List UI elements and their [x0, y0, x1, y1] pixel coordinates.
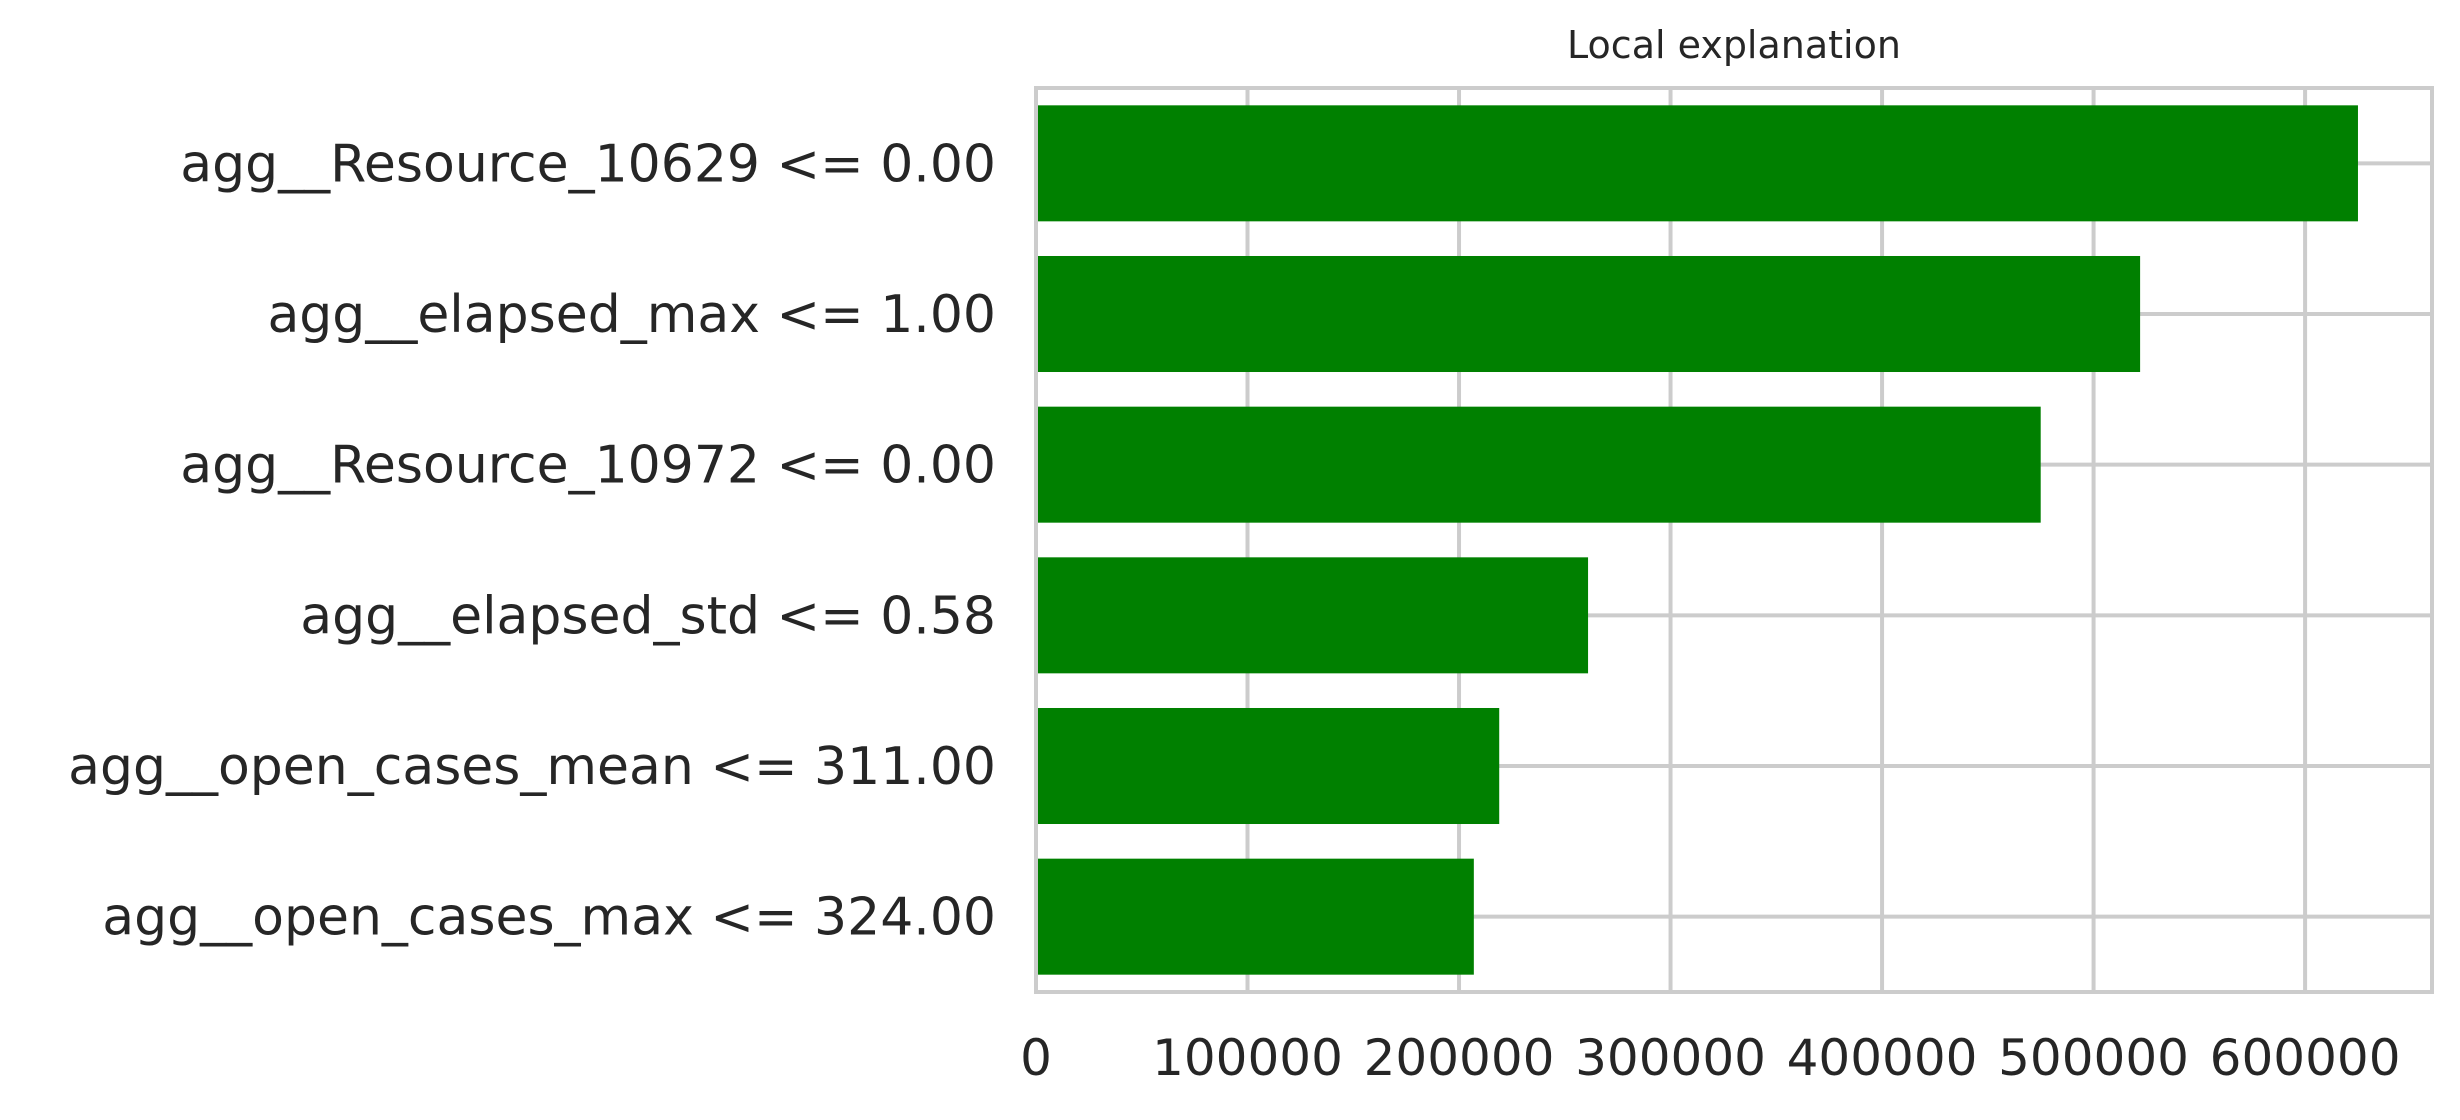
x-tick-label: 500000 — [1998, 1029, 2189, 1087]
chart-title: Local explanation — [1567, 23, 1901, 67]
category-label: agg__Resource_10972 <= 0.00 — [180, 436, 996, 496]
bar — [1036, 407, 2041, 523]
category-label: agg__open_cases_max <= 324.00 — [102, 888, 996, 948]
category-label: agg__open_cases_mean <= 311.00 — [68, 737, 996, 797]
x-tick-label: 200000 — [1364, 1029, 1555, 1087]
x-tick-label: 300000 — [1575, 1029, 1766, 1087]
bar — [1036, 256, 2140, 372]
bar — [1036, 859, 1474, 975]
grid — [1036, 88, 2432, 992]
category-labels: agg__Resource_10629 <= 0.00 agg__elapsed_… — [68, 134, 996, 947]
x-tick-labels: 0 100000 200000 300000 400000 500000 600000 — [1020, 1029, 2400, 1087]
x-tick-label: 400000 — [1787, 1029, 1978, 1087]
category-label: agg__elapsed_std <= 0.58 — [300, 586, 996, 646]
bar — [1036, 105, 2358, 221]
x-tick-label: 100000 — [1152, 1029, 1343, 1087]
bar — [1036, 708, 1499, 824]
category-label: agg__elapsed_max <= 1.00 — [267, 285, 996, 345]
category-label: agg__Resource_10629 <= 0.00 — [180, 134, 996, 194]
bar — [1036, 557, 1588, 673]
plot-frame — [1036, 88, 2432, 992]
bars — [1036, 105, 2358, 974]
x-tick-label: 600000 — [2210, 1029, 2401, 1087]
x-tick-label: 0 — [1020, 1029, 1052, 1087]
